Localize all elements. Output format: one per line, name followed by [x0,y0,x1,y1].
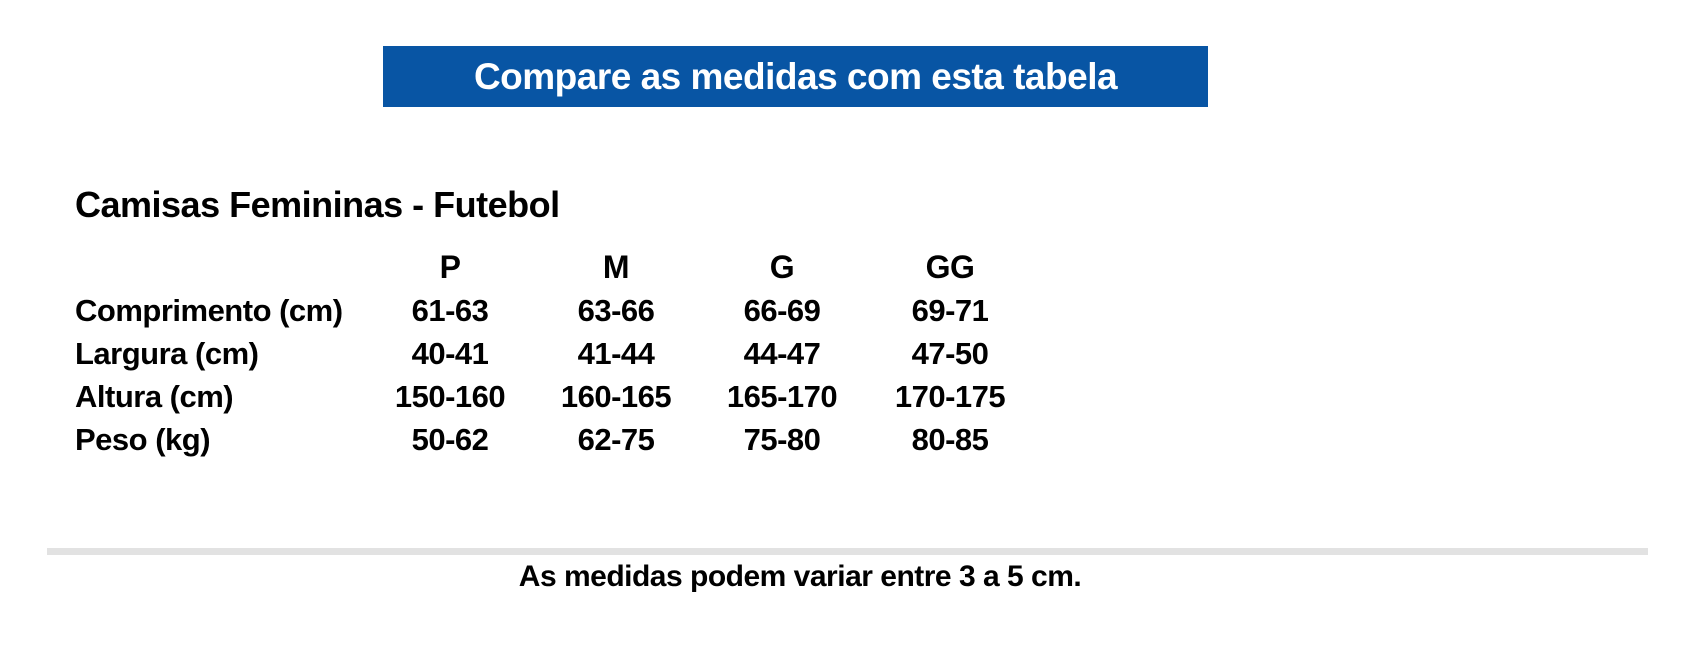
row-label-largura: Largura (cm) [75,335,259,371]
cell-altura-g: 165-170 [726,378,838,414]
column-header-p: P [439,249,461,285]
row-label-altura: Altura (cm) [75,378,234,414]
cell-altura-gg: 170-175 [894,378,1006,414]
cell-peso-m: 62-75 [577,421,655,457]
horizontal-divider [47,548,1648,555]
size-table: P M G GG Comprimento (cm) 61-63 63-66 66… [75,246,1035,461]
cell-comprimento-p: 61-63 [411,292,489,328]
cell-comprimento-g: 66-69 [743,292,821,328]
cell-altura-m: 160-165 [560,378,672,414]
column-header-m: M [602,249,630,285]
cell-altura-p: 150-160 [394,378,506,414]
column-header-g: G [769,249,795,285]
column-header-gg: GG [925,249,975,285]
size-guide-banner: Compare as medidas com esta tabela [383,46,1208,107]
measurement-disclaimer: As medidas podem variar entre 3 a 5 cm. [518,560,1082,593]
banner-title: Compare as medidas com esta tabela [473,55,1118,97]
cell-comprimento-gg: 69-71 [911,292,989,328]
cell-largura-m: 41-44 [577,335,655,371]
cell-peso-gg: 80-85 [911,421,989,457]
cell-comprimento-m: 63-66 [577,292,655,328]
cell-largura-p: 40-41 [411,335,489,371]
cell-largura-gg: 47-50 [911,335,989,371]
section-title: Camisas Femininas - Futebol [75,184,560,225]
cell-peso-p: 50-62 [411,421,489,457]
row-label-comprimento: Comprimento (cm) [75,292,343,328]
cell-peso-g: 75-80 [743,421,821,457]
row-label-peso: Peso (kg) [75,421,211,457]
cell-largura-g: 44-47 [743,335,821,371]
